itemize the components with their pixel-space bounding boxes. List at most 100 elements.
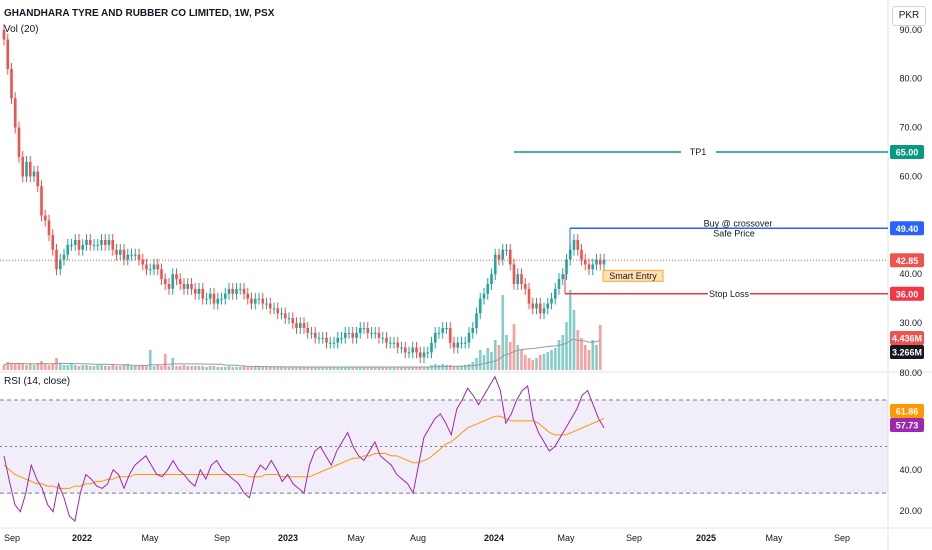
candle-body [381,337,385,339]
candle-body [595,259,598,265]
candle-body [47,220,51,236]
volume-bar [25,365,28,370]
volume-bar [467,364,471,370]
candle-body [32,171,36,177]
volume-bar [505,335,508,370]
volume-bar [235,367,238,370]
candle-body [145,264,148,270]
volume-bar [242,366,246,370]
candle-body [441,328,445,333]
candle-body [433,332,437,343]
candle-body [133,254,137,256]
volume-bar [456,366,460,370]
volume-bar [126,364,130,370]
volume-bar [381,367,385,370]
rsi-axis-tick: 20.00 [899,506,922,516]
volume-bar [85,365,88,370]
candle-body [403,347,407,353]
volume-bar [358,367,362,370]
volume-bar [182,365,186,370]
rsi-badge-bg [890,418,924,432]
candle-body [257,298,261,300]
candle-body [591,264,595,270]
rsi-badge: 57.73 [896,421,919,431]
candle-body [407,352,411,354]
candle-body [130,254,133,256]
volume-bar [47,365,51,370]
volume-bar [265,367,268,370]
volume-bar [152,366,156,370]
candle-body [351,332,355,338]
candle-body [400,347,403,349]
last-price-badge: 42.85 [896,256,919,266]
volume-bar [66,365,70,370]
price-axis-tick: 30.00 [899,318,922,328]
candle-body [103,240,107,245]
candle-body [276,308,280,314]
candle-body [287,318,291,320]
candle-body [430,342,433,353]
volume-bar [190,366,193,370]
volume-bar [576,330,580,370]
candle-body [520,274,523,284]
rsi-band-fill [0,399,888,494]
volume-bar [205,367,208,370]
volume-bar [220,367,223,370]
candle-body [561,274,565,280]
candle-body [107,240,111,245]
candle-body [373,332,377,334]
volume-bar [32,365,36,370]
candle-body [111,240,115,250]
volume-bar [201,366,205,370]
candle-body [317,337,321,339]
volume-bar [175,366,178,370]
candle-body [306,328,310,333]
candle-body [115,249,118,255]
chart-title: GHANDHARA TYRE AND RUBBER CO LIMITED, 1W… [4,8,275,19]
volume-bar [36,363,40,370]
time-axis-tick: 2024 [484,533,504,543]
volume-bar [122,365,126,370]
candle-body [141,259,145,265]
candle-body [531,303,535,309]
candle-body [242,288,246,294]
candle-body [550,298,553,304]
volume-bar [426,367,430,370]
candle-body [527,288,531,304]
volume-bar [580,338,583,370]
time-axis-tick: Sep [626,533,642,543]
candle-body [6,39,10,69]
candle-body [92,244,96,246]
volume-bar [291,367,295,370]
volume-bar [587,350,591,370]
candle-body [193,288,197,294]
volume-bar [306,367,310,370]
volume-bar [595,345,598,370]
candle-body [17,127,21,157]
rsi-axis-tick: 40.00 [899,465,922,475]
volume-bar [482,355,486,370]
candle-body [36,171,40,187]
candle-body [283,313,287,319]
candle-body [250,298,253,304]
candle-body [538,303,542,314]
volume-bar [208,366,212,370]
volume-bar [598,325,602,370]
candle-body [546,303,550,309]
candle-body [81,244,85,250]
volume-bar [448,365,452,370]
volume-bar [347,367,351,370]
currency-button[interactable]: PKR [892,6,926,26]
candle-body [321,337,325,339]
candle-body [332,342,336,344]
time-axis-tick: May [765,533,783,543]
candle-body [55,249,58,270]
candle-body [208,293,212,299]
candle-body [163,279,167,284]
volume-bar [523,355,527,370]
volume-bar [377,367,381,370]
volume-bar [418,367,422,370]
volume-bar [70,364,73,370]
candle-body [186,284,190,289]
